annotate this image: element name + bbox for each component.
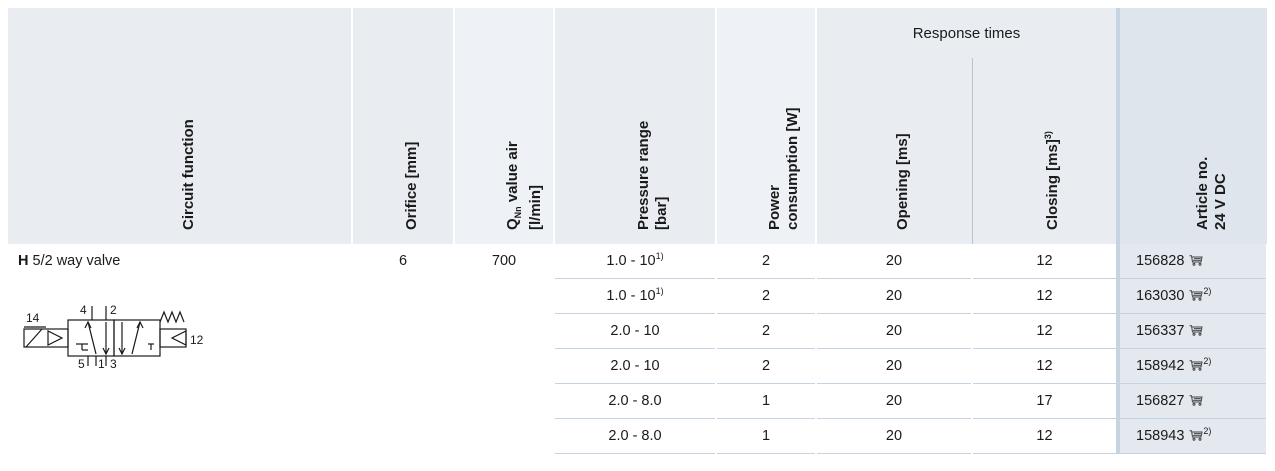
shopping-cart-icon[interactable]	[1189, 290, 1204, 301]
article-cell[interactable]: 156827	[1116, 383, 1268, 419]
table-row: 2.0 - 10 2 20 12 156337	[8, 313, 1268, 349]
header-circuit-function: Circuit function	[8, 8, 353, 244]
article-cell[interactable]: 156828	[1116, 244, 1268, 279]
closing-cell: 12	[972, 244, 1119, 279]
svg-text:1: 1	[98, 357, 105, 370]
article-cell[interactable]: 156337	[1116, 313, 1268, 349]
table-row: 2.0 - 10 2 20 12 158942 2)	[8, 348, 1268, 384]
article-number[interactable]: 156827	[1136, 393, 1185, 409]
closing-cell: 12	[972, 313, 1119, 349]
power-cell: 1	[716, 418, 817, 454]
power-cell: 1	[716, 383, 817, 419]
table-row: 2.0 - 8.0 1 20 12 158943 2)	[8, 418, 1268, 454]
header-power-label: Power consumption [W]	[766, 107, 801, 230]
opening-cell: 20	[816, 244, 973, 279]
closing-cell: 12	[972, 278, 1119, 314]
article-cell[interactable]: 158942 2)	[1116, 348, 1268, 384]
shopping-cart-icon[interactable]	[1189, 325, 1204, 336]
table-row: 2.0 - 8.0 1 20 17 156827	[8, 383, 1268, 419]
pressure-cell: 1.0 - 101)	[554, 278, 717, 314]
svg-text:14: 14	[26, 311, 40, 325]
pressure-cell: 2.0 - 10	[554, 313, 717, 349]
header-response-times: Response times	[816, 8, 1119, 58]
header-power-consumption: Power consumption [W]	[716, 8, 817, 244]
header-closing: Closing [ms]3)	[972, 58, 1119, 244]
opening-cell: 20	[816, 383, 973, 419]
header-qnn: QNn value air [l/min]	[454, 8, 555, 244]
power-cell: 2	[716, 244, 817, 279]
header-orifice-label: Orifice [mm]	[403, 141, 420, 230]
svg-text:3: 3	[110, 357, 117, 370]
spec-table: Circuit function Orifice [mm] QNn value …	[8, 8, 1268, 454]
header-qnn-label: QNn value air [l/min]	[504, 141, 544, 230]
closing-cell: 17	[972, 383, 1119, 419]
header-closing-label: Closing [ms]3)	[1043, 131, 1062, 230]
pressure-cell: 2.0 - 8.0	[554, 383, 717, 419]
pressure-cell: 2.0 - 8.0	[554, 418, 717, 454]
article-footnote: 2)	[1203, 426, 1212, 437]
product-name: 5/2 way valve	[32, 253, 121, 269]
svg-text:2: 2	[110, 303, 117, 317]
power-cell: 2	[716, 278, 817, 314]
svg-text:5: 5	[78, 357, 85, 370]
opening-cell: 20	[816, 348, 973, 384]
svg-text:4: 4	[80, 303, 87, 317]
power-cell: 2	[716, 348, 817, 384]
article-number[interactable]: 158942	[1136, 358, 1185, 374]
article-number[interactable]: 156828	[1136, 253, 1185, 269]
closing-cell: 12	[972, 348, 1119, 384]
table-row: H 5/2 way valve 6 700 1.0 - 101) 2 20 12 156828	[8, 244, 1268, 454]
article-number[interactable]: 156337	[1136, 323, 1185, 339]
svg-text:12: 12	[190, 333, 204, 347]
header-pressure-range: Pressure range [bar]	[554, 8, 717, 244]
article-number[interactable]: 158943	[1136, 428, 1185, 444]
article-footnote: 2)	[1203, 356, 1212, 367]
opening-cell: 20	[816, 278, 973, 314]
orifice-cell: 6	[352, 244, 455, 454]
pressure-cell: 1.0 - 101)	[554, 244, 717, 279]
shopping-cart-icon[interactable]	[1189, 430, 1204, 441]
product-code: H	[18, 253, 29, 269]
shopping-cart-icon[interactable]	[1189, 255, 1204, 266]
header-orifice: Orifice [mm]	[352, 8, 455, 244]
header-pressure-label: Pressure range [bar]	[635, 120, 670, 230]
header-circuit-function-label: Circuit function	[179, 119, 197, 230]
article-cell[interactable]: 163030 2)	[1116, 278, 1268, 314]
article-number[interactable]: 163030	[1136, 288, 1185, 304]
header-opening: Opening [ms]	[816, 58, 973, 244]
shopping-cart-icon[interactable]	[1189, 360, 1204, 371]
header-opening-label: Opening [ms]	[894, 133, 912, 230]
pressure-cell: 2.0 - 10	[554, 348, 717, 384]
power-cell: 2	[716, 313, 817, 349]
opening-cell: 20	[816, 418, 973, 454]
valve-symbol-icon: 14 4 2 12 5 1 3	[23, 303, 204, 370]
opening-cell: 20	[816, 313, 973, 349]
article-footnote: 2)	[1203, 286, 1212, 297]
header-article-label: Article no. 24 V DC	[1193, 156, 1229, 230]
article-cell[interactable]: 158943 2)	[1116, 418, 1268, 454]
qnn-cell: 700	[454, 244, 555, 454]
closing-cell: 12	[972, 418, 1119, 454]
shopping-cart-icon[interactable]	[1189, 395, 1204, 406]
header-article-no: Article no. 24 V DC	[1116, 8, 1267, 244]
circuit-function-cell: H 5/2 way valve	[8, 244, 353, 454]
table-row: 1.0 - 101) 2 20 12 163030 2)	[8, 278, 1268, 314]
